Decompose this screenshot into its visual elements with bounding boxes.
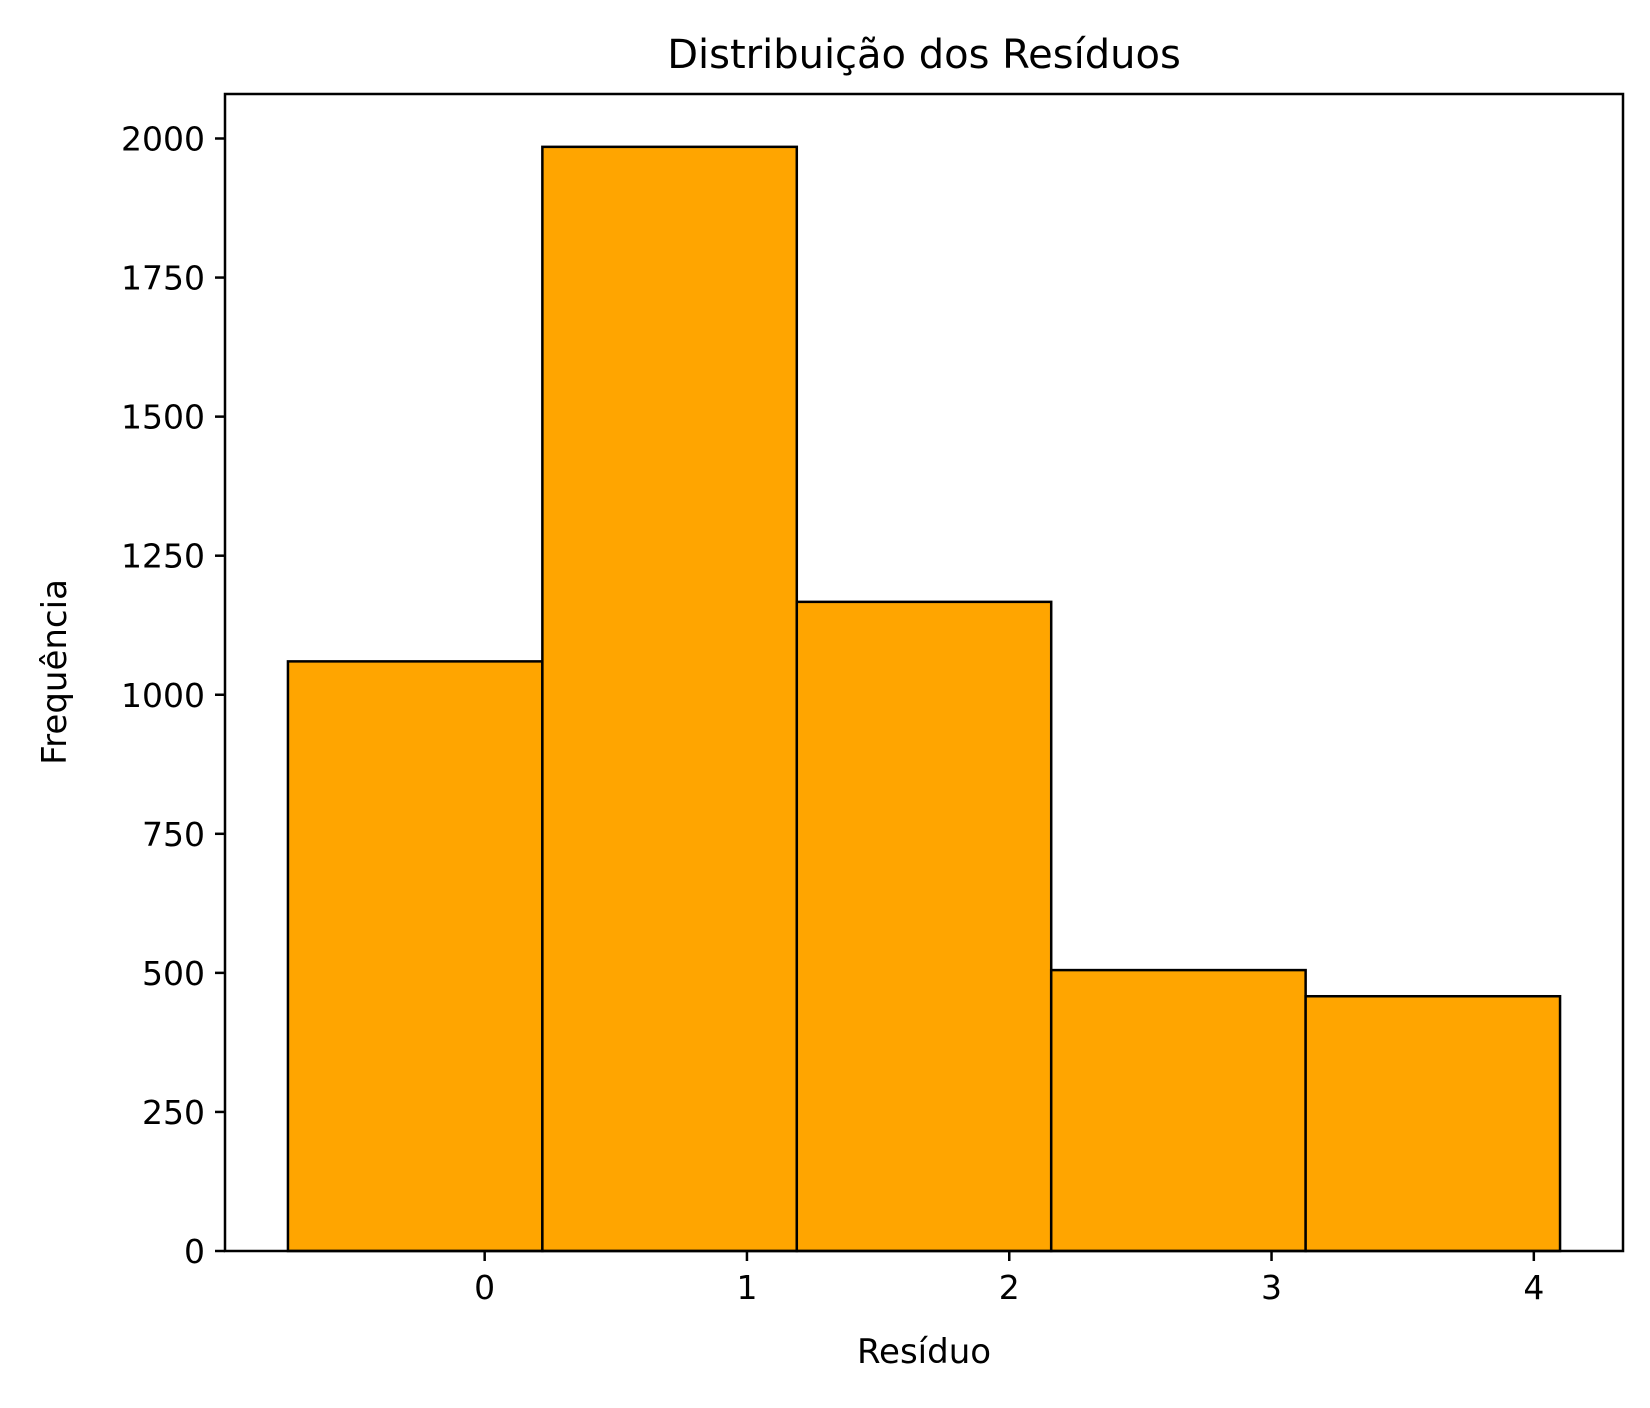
y-tick-label-5: 1250 xyxy=(121,537,205,576)
histogram-bar-4 xyxy=(1304,994,1562,1253)
y-tick-label-4: 1000 xyxy=(121,676,205,715)
y-tick-label-3: 750 xyxy=(142,815,205,854)
x-tick-label-2: 2 xyxy=(999,1268,1020,1307)
x-tick-label-1: 1 xyxy=(736,1268,757,1307)
y-tick-label-7: 1750 xyxy=(121,259,205,298)
y-tick-label-0: 0 xyxy=(184,1232,205,1271)
y-tick-label-8: 2000 xyxy=(121,120,205,159)
histogram-bar-0 xyxy=(286,660,544,1253)
y-axis-label: Frequência xyxy=(35,579,75,765)
histogram-bar-2 xyxy=(795,600,1053,1253)
bars-group xyxy=(286,145,1562,1253)
x-axis-label: Resíduo xyxy=(857,1332,991,1372)
x-tick-label-4: 4 xyxy=(1523,1268,1544,1307)
chart-title: Distribuição dos Resíduos xyxy=(667,32,1181,78)
x-tick-label-3: 3 xyxy=(1261,1268,1282,1307)
histogram-bar-1 xyxy=(541,145,799,1253)
x-tick-label-0: 0 xyxy=(474,1268,495,1307)
histogram-bar-3 xyxy=(1049,968,1307,1253)
y-axis-ticks: 0 250 500 750 1000 1250 1500 1750 2000 xyxy=(121,120,225,1271)
y-tick-label-1: 250 xyxy=(142,1093,205,1132)
y-tick-label-2: 500 xyxy=(142,954,205,993)
plot-frame xyxy=(223,92,1625,1253)
y-tick-label-6: 1500 xyxy=(121,398,205,437)
x-axis-ticks: 0 1 2 3 4 xyxy=(474,1251,1544,1307)
